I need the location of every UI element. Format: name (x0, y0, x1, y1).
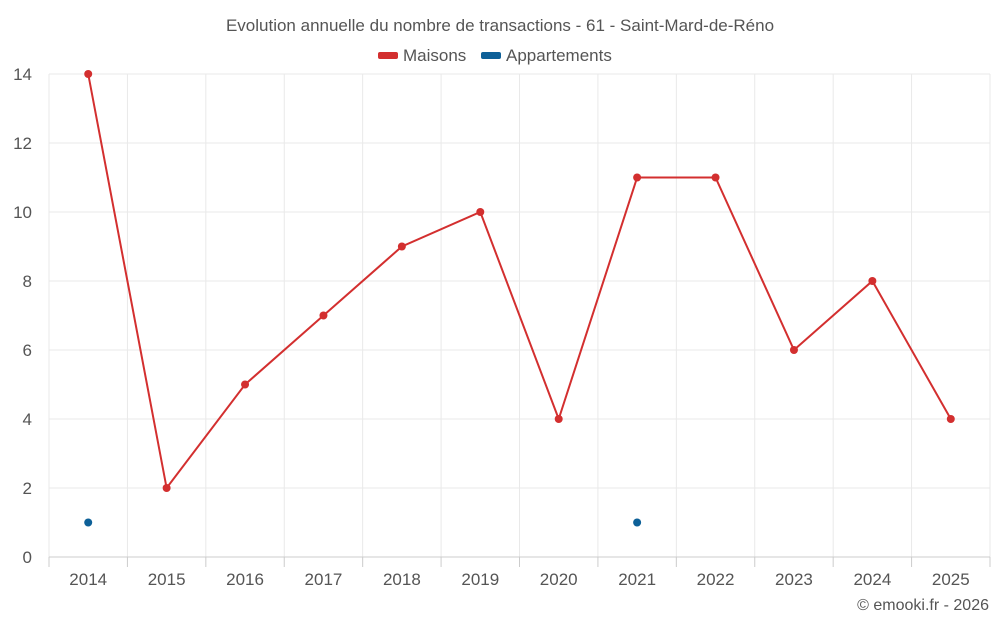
series-appartements (84, 518, 642, 527)
y-tick-label: 10 (13, 203, 32, 222)
legend-item-appartements[interactable]: Appartements (481, 46, 612, 65)
x-axis-ticks: 2014 2015 2016 2017 2018 2019 2020 2021 2022 2023… (48, 557, 991, 589)
data-point-maisons[interactable] (397, 242, 406, 251)
data-point-maisons[interactable] (633, 173, 642, 182)
x-tick-label: 2019 (461, 570, 499, 589)
y-tick-label: 12 (13, 134, 32, 153)
legend-swatch-appartements (481, 52, 501, 59)
series-layer (84, 70, 955, 527)
data-point-maisons[interactable] (476, 208, 485, 216)
x-tick-label: 2025 (932, 570, 970, 589)
y-tick-label: 2 (23, 479, 32, 498)
series-maisons (84, 70, 955, 492)
legend-label-appartements: Appartements (506, 46, 612, 65)
x-gridlines (48, 74, 991, 557)
x-tick-label: 2022 (697, 570, 735, 589)
x-tick-label: 2014 (69, 570, 107, 589)
data-point-maisons[interactable] (241, 380, 250, 389)
x-tick-label: 2023 (775, 570, 813, 589)
legend: Maisons Appartements (378, 46, 612, 65)
series-line-maisons (87, 73, 952, 491)
data-point-maisons[interactable] (868, 277, 877, 285)
x-tick-label: 2024 (853, 570, 891, 589)
x-tick-label: 2015 (148, 570, 186, 589)
legend-item-maisons[interactable]: Maisons (378, 46, 466, 65)
y-tick-label: 4 (23, 410, 32, 429)
credit: © emooki.fr - 2026 (857, 597, 989, 614)
data-point-maisons[interactable] (319, 311, 328, 320)
legend-swatch-maisons (378, 52, 398, 59)
data-point-maisons[interactable] (162, 484, 171, 492)
data-point-maisons[interactable] (84, 70, 93, 78)
data-point-maisons[interactable] (554, 415, 563, 423)
chart-title: Evolution annuelle du nombre de transact… (226, 16, 774, 35)
x-tick-label: 2017 (305, 570, 343, 589)
data-point-maisons[interactable] (789, 346, 798, 354)
x-tick-label: 2016 (226, 570, 264, 589)
data-point-maisons[interactable] (946, 415, 955, 423)
x-tick-label: 2018 (383, 570, 421, 589)
x-tick-label: 2021 (618, 570, 656, 589)
data-point-appartements[interactable] (84, 518, 93, 527)
y-tick-label: 14 (13, 65, 32, 84)
y-axis-ticks: 0 2 4 6 8 10 12 14 (13, 65, 32, 567)
data-point-appartements[interactable] (633, 518, 642, 527)
x-tick-label: 2020 (540, 570, 578, 589)
y-tick-label: 0 (23, 548, 32, 567)
data-point-maisons[interactable] (711, 173, 720, 182)
legend-label-maisons: Maisons (403, 46, 466, 65)
y-tick-label: 8 (23, 272, 32, 291)
y-tick-label: 6 (23, 341, 32, 360)
